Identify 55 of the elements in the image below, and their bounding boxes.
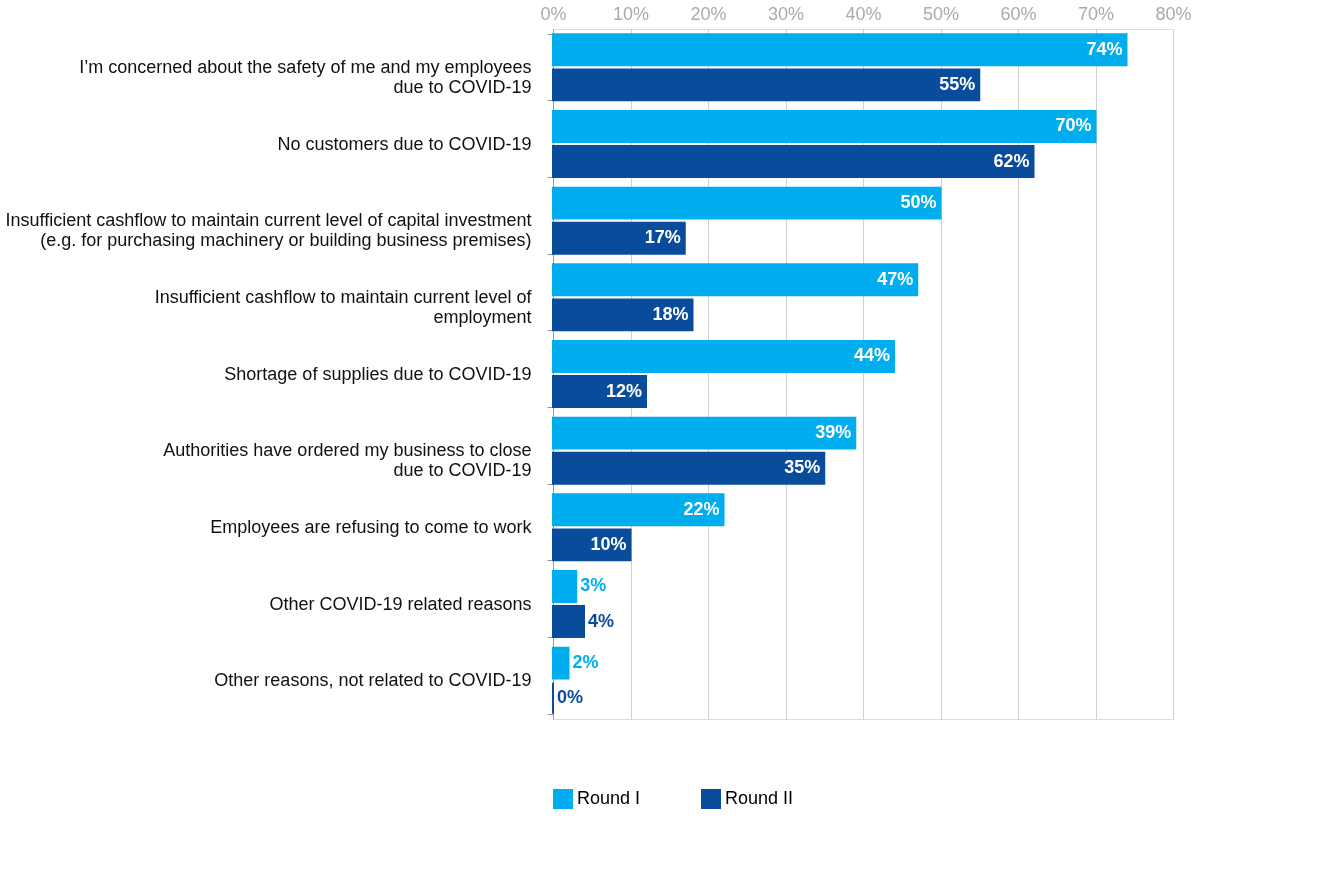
x-tick-label: 10% [612, 3, 650, 24]
bar [552, 33, 1128, 67]
bar [552, 145, 1035, 178]
data-label: 50% [900, 192, 937, 213]
x-tick-label: 80% [1155, 3, 1192, 24]
data-label: 18% [652, 303, 689, 324]
bar [552, 528, 632, 562]
y-tick-label: Insufficient cashflow to maintain current level of capital investment (e.g. for purchasing machinery or building business premises) [5, 210, 532, 251]
y-tick-label: No customers due to COVID-19 [277, 133, 532, 154]
data-label: 47% [877, 268, 914, 289]
bar [552, 646, 570, 680]
data-label: 35% [784, 457, 821, 478]
y-tick-label: Authorities have ordered my business to close due to COVID-19 [163, 440, 532, 481]
bar [552, 340, 895, 373]
bar [552, 68, 981, 102]
x-tick-label: 60% [1000, 3, 1037, 24]
bar [552, 375, 647, 408]
data-label: 17% [644, 227, 681, 248]
x-tick-label: 50% [922, 3, 960, 24]
data-label: 74% [1086, 38, 1123, 59]
data-label: 44% [853, 345, 890, 366]
y-tick-label: Other reasons, not related to COVID-19 [214, 670, 532, 691]
bar [552, 605, 585, 638]
x-tick-label: 40% [845, 3, 882, 24]
y-tick-label: Other COVID-19 related reasons [269, 593, 532, 614]
bar [552, 263, 919, 297]
data-label: 22% [683, 498, 720, 519]
y-tick-label: Shortage of supplies due to COVID-19 [224, 363, 532, 384]
bar [552, 298, 694, 332]
bar [552, 570, 578, 603]
bar [552, 416, 857, 450]
x-tick-label: 30% [767, 3, 805, 24]
bar [552, 110, 1097, 143]
bar [552, 493, 725, 527]
data-label: 10% [590, 533, 627, 554]
data-label: 62% [993, 150, 1030, 171]
bar [552, 221, 686, 255]
data-label: 0% [557, 687, 584, 708]
x-tick-label: 70% [1077, 3, 1115, 24]
legend-label: Round II [725, 788, 794, 808]
x-tick-label: 0% [540, 3, 567, 24]
data-label: 2% [572, 652, 599, 673]
data-label: 39% [815, 422, 852, 443]
data-label: 55% [939, 73, 976, 94]
y-tick-label: Insufficient cashflow to maintain current level of employment [154, 286, 533, 327]
y-tick-label: Employees are refusing to come to work [210, 516, 533, 537]
y-tick-label: I’m concerned about the safety of me and my employees due to COVID-19 [79, 56, 532, 97]
bar [552, 451, 826, 485]
data-label: 12% [605, 380, 642, 401]
data-label: 3% [580, 575, 607, 596]
legend-label: Round I [577, 788, 641, 808]
data-label: 70% [1055, 115, 1092, 136]
data-label: 4% [588, 610, 615, 631]
bar [552, 186, 942, 220]
x-tick-label: 20% [690, 3, 727, 24]
